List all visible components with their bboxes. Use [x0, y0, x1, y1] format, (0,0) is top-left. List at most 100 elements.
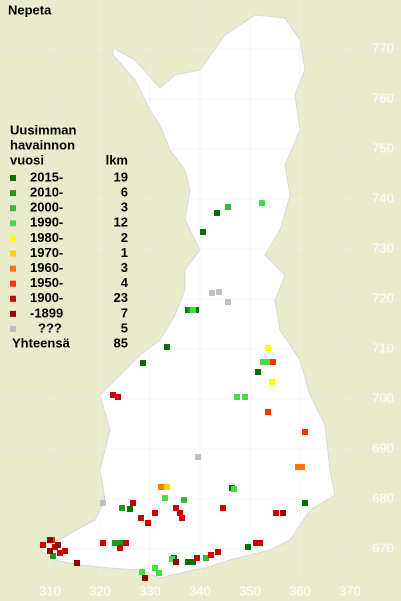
legend-swatch — [10, 190, 16, 197]
observation-marker — [74, 560, 80, 566]
legend-label: 1990- — [30, 215, 63, 230]
observation-marker — [164, 484, 170, 490]
observation-marker — [302, 500, 308, 506]
legend-count: 7 — [121, 305, 128, 320]
observation-marker — [115, 394, 121, 400]
observation-marker — [140, 360, 146, 366]
legend-heading: Uusimman — [10, 122, 77, 137]
observation-marker — [299, 464, 305, 470]
legend-heading: vuosi — [10, 152, 44, 167]
y-axis-label: 690 — [372, 440, 394, 455]
legend-swatch — [10, 310, 16, 317]
observation-marker — [110, 392, 116, 398]
observation-marker — [195, 454, 201, 460]
observation-marker — [190, 559, 196, 565]
legend-swatch — [10, 235, 16, 242]
observation-marker — [179, 515, 185, 521]
observation-marker — [169, 556, 175, 562]
observation-marker — [208, 552, 214, 558]
observation-marker — [173, 505, 179, 511]
observation-marker — [245, 544, 251, 550]
observation-marker — [100, 500, 106, 506]
observation-marker — [265, 409, 271, 415]
y-axis-label: 700 — [372, 390, 394, 405]
observation-marker — [181, 497, 187, 503]
observation-marker — [302, 429, 308, 435]
legend-heading: havainnon — [10, 137, 75, 152]
y-axis-label: 730 — [372, 240, 394, 255]
legend-count: 1 — [121, 245, 128, 260]
observation-marker — [225, 299, 231, 305]
observation-marker — [203, 555, 209, 561]
observation-marker — [215, 549, 221, 555]
observation-marker — [142, 575, 148, 581]
observation-marker — [50, 553, 56, 559]
legend-count: 4 — [121, 275, 129, 290]
x-axis-label: 320 — [89, 583, 111, 598]
observation-marker — [112, 540, 118, 546]
observation-marker — [255, 369, 261, 375]
legend-count: 3 — [121, 260, 128, 275]
observation-marker — [214, 210, 220, 216]
y-axis-label: 680 — [372, 490, 394, 505]
observation-marker — [55, 542, 61, 548]
observation-marker — [138, 515, 144, 521]
observation-marker — [158, 484, 164, 490]
observation-marker — [270, 359, 276, 365]
legend-label: 1950- — [30, 275, 63, 290]
observation-marker — [156, 570, 162, 576]
observation-marker — [100, 540, 106, 546]
observation-marker — [177, 510, 183, 516]
observation-marker — [253, 540, 259, 546]
legend-count: 19 — [114, 169, 128, 184]
observation-marker — [185, 559, 191, 565]
map-title: Nepeta — [8, 2, 52, 17]
observation-marker — [57, 550, 63, 556]
observation-marker — [40, 542, 46, 548]
legend-label: -1899 — [30, 305, 63, 320]
legend-swatch — [10, 326, 16, 332]
y-axis-label: 720 — [372, 290, 394, 305]
observation-marker — [47, 537, 53, 543]
observation-marker — [123, 540, 129, 546]
observation-marker — [265, 359, 271, 365]
y-axis-label: 770 — [372, 40, 394, 55]
legend-count-heading: lkm — [106, 152, 128, 167]
observation-marker — [145, 520, 151, 526]
x-axis-label: 370 — [339, 583, 361, 598]
observation-marker — [280, 510, 286, 516]
legend-count: 12 — [114, 215, 128, 230]
observation-marker — [234, 394, 240, 400]
observation-marker — [231, 486, 237, 492]
observation-marker — [162, 495, 168, 501]
legend-count: 3 — [121, 200, 128, 215]
y-axis-label: 760 — [372, 90, 394, 105]
legend-swatch — [10, 175, 16, 181]
observation-marker — [260, 359, 266, 365]
observation-marker — [164, 344, 170, 350]
observation-marker — [265, 345, 271, 351]
observation-marker — [152, 565, 158, 571]
legend-total-label: Yhteensä — [12, 335, 71, 350]
legend-swatch — [10, 220, 16, 227]
x-axis-label: 310 — [39, 583, 61, 598]
y-axis-label: 750 — [372, 140, 394, 155]
observation-marker — [117, 540, 123, 546]
legend-count: 5 — [121, 320, 128, 335]
observation-marker — [127, 506, 133, 512]
legend-swatch — [10, 205, 16, 212]
y-axis-label: 710 — [372, 340, 394, 355]
legend-label: 1960- — [30, 260, 63, 275]
observation-marker — [139, 569, 145, 575]
observation-marker — [190, 307, 196, 313]
observation-marker — [152, 510, 158, 516]
x-axis-label: 350 — [239, 583, 261, 598]
legend-total: 85 — [114, 335, 128, 350]
observation-marker — [209, 290, 215, 296]
legend-label: 2010- — [30, 185, 63, 200]
observation-marker — [257, 540, 263, 546]
legend-swatch — [10, 250, 16, 257]
observation-marker — [194, 555, 200, 561]
observation-marker — [47, 548, 53, 554]
